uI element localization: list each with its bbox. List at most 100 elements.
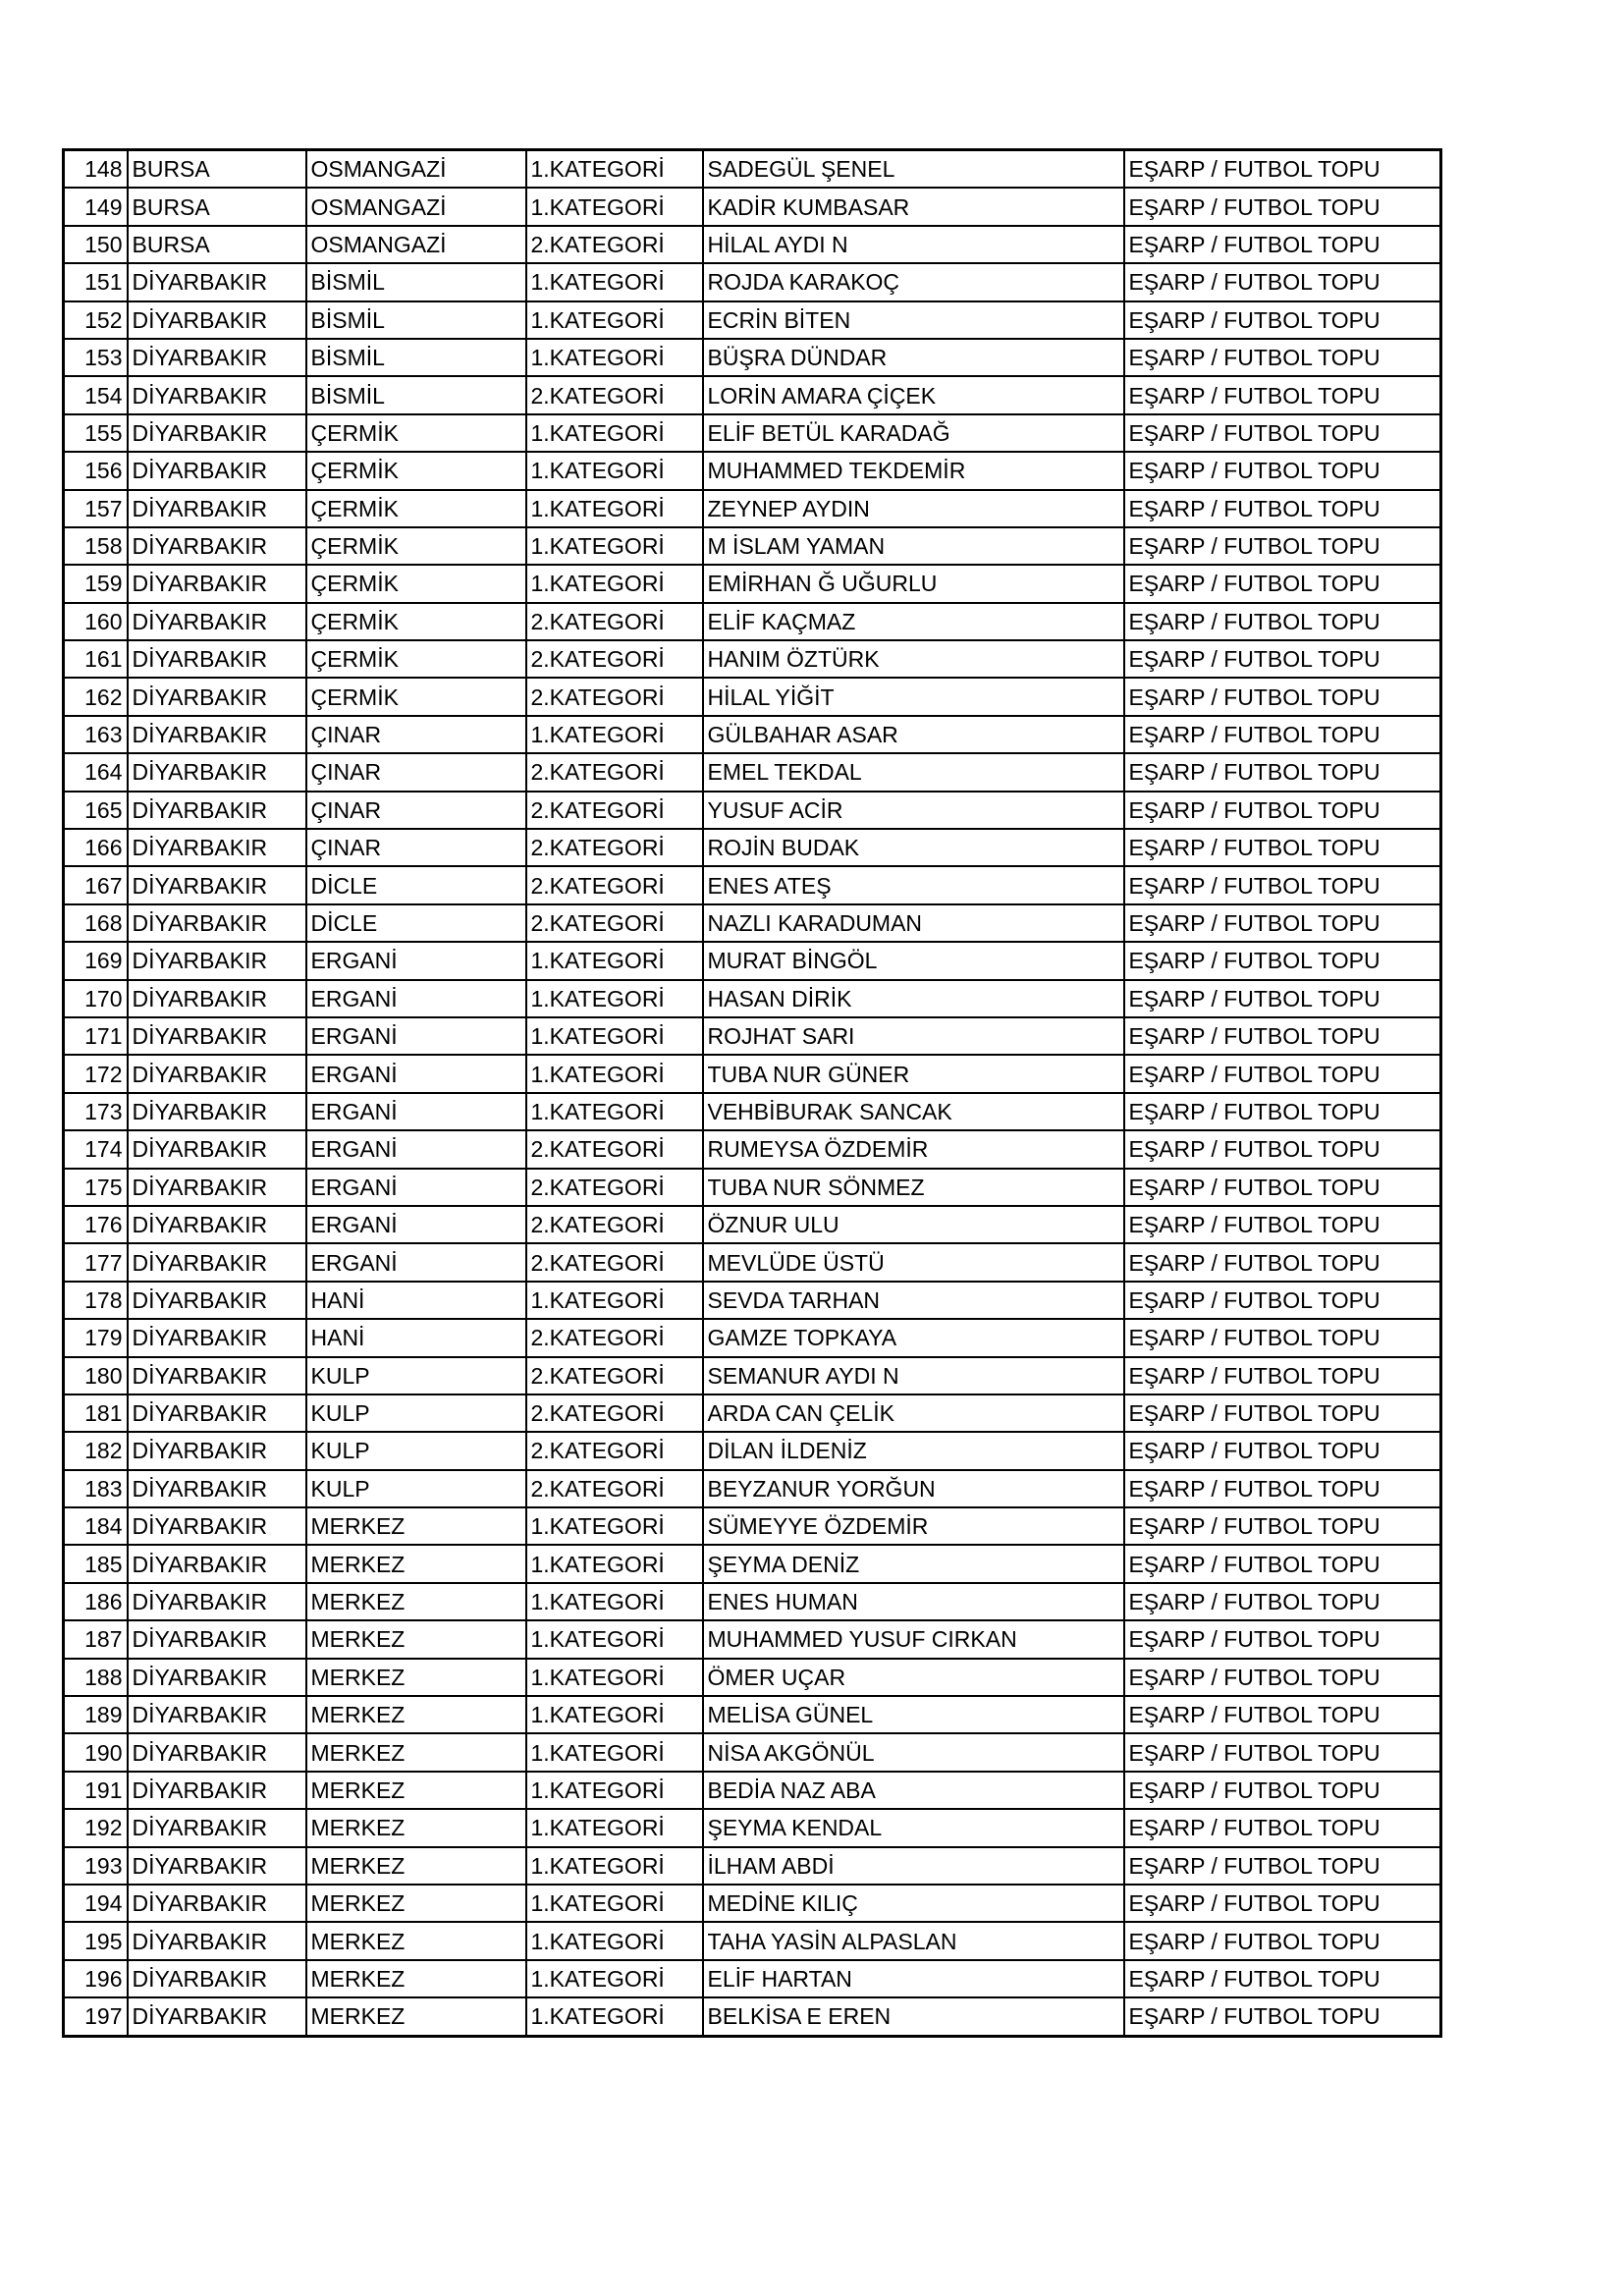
district-cell: ÇERMİK bbox=[304, 564, 527, 604]
row-number-cell: 170 bbox=[62, 978, 129, 1018]
table-row: 192 DİYARBAKIR MERKEZ 1.KATEGORİ ŞEYMA KENDA… bbox=[62, 1808, 1442, 1848]
row-number-cell: 155 bbox=[62, 412, 129, 454]
row-number-cell: 189 bbox=[62, 1695, 129, 1735]
district-cell: MERKEZ bbox=[304, 1544, 527, 1584]
gift-cell: EŞARP / FUTBOL TOPU bbox=[1122, 1468, 1442, 1509]
row-number-cell: 172 bbox=[62, 1054, 129, 1094]
district-cell: MERKEZ bbox=[304, 1958, 527, 1999]
category-cell: 1.KATEGORİ bbox=[524, 187, 704, 227]
province-cell: DİYARBAKIR bbox=[126, 828, 307, 868]
table-row: 194 DİYARBAKIR MERKEZ 1.KATEGORİ MEDİNE KILI… bbox=[62, 1883, 1442, 1924]
province-cell: BURSA bbox=[126, 224, 307, 265]
name-cell: MUHAMMED TEKDEMİR bbox=[701, 451, 1125, 491]
gift-cell: EŞARP / FUTBOL TOPU bbox=[1122, 1619, 1442, 1660]
district-cell: HANİ bbox=[304, 1318, 527, 1358]
category-cell: 1.KATEGORİ bbox=[524, 1808, 704, 1848]
district-cell: MERKEZ bbox=[304, 1619, 527, 1660]
gift-cell: EŞARP / FUTBOL TOPU bbox=[1122, 375, 1442, 415]
row-number-cell: 171 bbox=[62, 1015, 129, 1057]
table-row: 163 DİYARBAKIR ÇINAR 1.KATEGORİ GÜLBAHAR ASA… bbox=[62, 714, 1442, 755]
gift-cell: EŞARP / FUTBOL TOPU bbox=[1122, 1355, 1442, 1395]
gift-cell: EŞARP / FUTBOL TOPU bbox=[1122, 1204, 1442, 1245]
row-number-cell: 196 bbox=[62, 1958, 129, 1999]
row-number-cell: 177 bbox=[62, 1242, 129, 1283]
table-row: 161 DİYARBAKIR ÇERMİK 2.KATEGORİ HANIM ÖZTÜR… bbox=[62, 639, 1442, 680]
category-cell: 1.KATEGORİ bbox=[524, 1883, 704, 1924]
province-cell: DİYARBAKIR bbox=[126, 564, 307, 604]
name-cell: ELİF HARTAN bbox=[701, 1958, 1125, 1999]
category-cell: 2.KATEGORİ bbox=[524, 601, 704, 642]
row-number-cell: 187 bbox=[62, 1619, 129, 1660]
table-row: 178 DİYARBAKIR HANİ 1.KATEGORİ SEVDA TARHAN E… bbox=[62, 1280, 1442, 1321]
province-cell: DİYARBAKIR bbox=[126, 451, 307, 491]
row-number-cell: 197 bbox=[62, 1996, 129, 2038]
province-cell: DİYARBAKIR bbox=[126, 1657, 307, 1698]
category-cell: 1.KATEGORİ bbox=[524, 1921, 704, 1961]
category-cell: 1.KATEGORİ bbox=[524, 1657, 704, 1698]
row-number-cell: 162 bbox=[62, 677, 129, 717]
table-row: 187 DİYARBAKIR MERKEZ 1.KATEGORİ MUHAMMED YU… bbox=[62, 1619, 1442, 1660]
province-cell: DİYARBAKIR bbox=[126, 902, 307, 944]
table-row: 173 DİYARBAKIR ERGANİ 1.KATEGORİ VEHBİBURAK … bbox=[62, 1091, 1442, 1132]
province-cell: DİYARBAKIR bbox=[126, 601, 307, 642]
category-cell: 1.KATEGORİ bbox=[524, 1581, 704, 1622]
row-number-cell: 161 bbox=[62, 639, 129, 680]
table-row: 172 DİYARBAKIR ERGANİ 1.KATEGORİ TUBA NUR GÜ… bbox=[62, 1054, 1442, 1094]
category-cell: 1.KATEGORİ bbox=[524, 412, 704, 454]
province-cell: DİYARBAKIR bbox=[126, 1544, 307, 1584]
table-row: 153 DİYARBAKIR BİSMİL 1.KATEGORİ BÜŞRA DÜNDA… bbox=[62, 337, 1442, 378]
province-cell: DİYARBAKIR bbox=[126, 1242, 307, 1283]
district-cell: ÇINAR bbox=[304, 790, 527, 831]
row-number-cell: 178 bbox=[62, 1280, 129, 1321]
gift-cell: EŞARP / FUTBOL TOPU bbox=[1122, 865, 1442, 905]
province-cell: DİYARBAKIR bbox=[126, 262, 307, 302]
name-cell: RUMEYSA ÖZDEMİR bbox=[701, 1129, 1125, 1170]
name-cell: BEYZANUR YORĞUN bbox=[701, 1468, 1125, 1509]
district-cell: ERGANİ bbox=[304, 978, 527, 1018]
district-cell: ERGANİ bbox=[304, 1091, 527, 1132]
gift-cell: EŞARP / FUTBOL TOPU bbox=[1122, 1996, 1442, 2038]
district-cell: ERGANİ bbox=[304, 1054, 527, 1094]
row-number-cell: 154 bbox=[62, 375, 129, 415]
gift-cell: EŞARP / FUTBOL TOPU bbox=[1122, 1581, 1442, 1622]
province-cell: DİYARBAKIR bbox=[126, 1431, 307, 1471]
category-cell: 1.KATEGORİ bbox=[524, 1280, 704, 1321]
province-cell: DİYARBAKIR bbox=[126, 1280, 307, 1321]
district-cell: MERKEZ bbox=[304, 1581, 527, 1622]
table-row: 180 DİYARBAKIR KULP 2.KATEGORİ SEMANUR AYDI … bbox=[62, 1355, 1442, 1395]
table-row: 176 DİYARBAKIR ERGANİ 2.KATEGORİ ÖZNUR ULU EŞ… bbox=[62, 1204, 1442, 1245]
row-number-cell: 166 bbox=[62, 828, 129, 868]
gift-cell: EŞARP / FUTBOL TOPU bbox=[1122, 790, 1442, 831]
name-cell: SEVDA TARHAN bbox=[701, 1280, 1125, 1321]
province-cell: DİYARBAKIR bbox=[126, 1770, 307, 1811]
gift-cell: EŞARP / FUTBOL TOPU bbox=[1122, 1318, 1442, 1358]
row-number-cell: 186 bbox=[62, 1581, 129, 1622]
name-cell: SADEGÜL ŞENEL bbox=[701, 148, 1125, 190]
table-row: 193 DİYARBAKIR MERKEZ 1.KATEGORİ İLHAM ABDİ E… bbox=[62, 1845, 1442, 1886]
province-cell: DİYARBAKIR bbox=[126, 1318, 307, 1358]
name-cell: DİLAN İLDENİZ bbox=[701, 1431, 1125, 1471]
district-cell: MERKEZ bbox=[304, 1845, 527, 1886]
gift-cell: EŞARP / FUTBOL TOPU bbox=[1122, 1732, 1442, 1773]
gift-cell: EŞARP / FUTBOL TOPU bbox=[1122, 1167, 1442, 1207]
table-row: 155 DİYARBAKIR ÇERMİK 1.KATEGORİ ELİF BETÜL … bbox=[62, 412, 1442, 454]
district-cell: MERKEZ bbox=[304, 1506, 527, 1547]
name-cell: ELİF KAÇMAZ bbox=[701, 601, 1125, 642]
row-number-cell: 163 bbox=[62, 714, 129, 755]
category-cell: 1.KATEGORİ bbox=[524, 978, 704, 1018]
row-number-cell: 174 bbox=[62, 1129, 129, 1170]
row-number-cell: 159 bbox=[62, 564, 129, 604]
gift-cell: EŞARP / FUTBOL TOPU bbox=[1122, 1770, 1442, 1811]
gift-cell: EŞARP / FUTBOL TOPU bbox=[1122, 1129, 1442, 1170]
row-number-cell: 184 bbox=[62, 1506, 129, 1547]
district-cell: BİSMİL bbox=[304, 337, 527, 378]
row-number-cell: 180 bbox=[62, 1355, 129, 1395]
row-number-cell: 153 bbox=[62, 337, 129, 378]
row-number-cell: 195 bbox=[62, 1921, 129, 1961]
table-row: 170 DİYARBAKIR ERGANİ 1.KATEGORİ HASAN DİRİK… bbox=[62, 978, 1442, 1018]
category-cell: 2.KATEGORİ bbox=[524, 865, 704, 905]
province-cell: DİYARBAKIR bbox=[126, 488, 307, 528]
table-row: 179 DİYARBAKIR HANİ 2.KATEGORİ GAMZE TOPKAYA… bbox=[62, 1318, 1442, 1358]
district-cell: ÇINAR bbox=[304, 752, 527, 793]
